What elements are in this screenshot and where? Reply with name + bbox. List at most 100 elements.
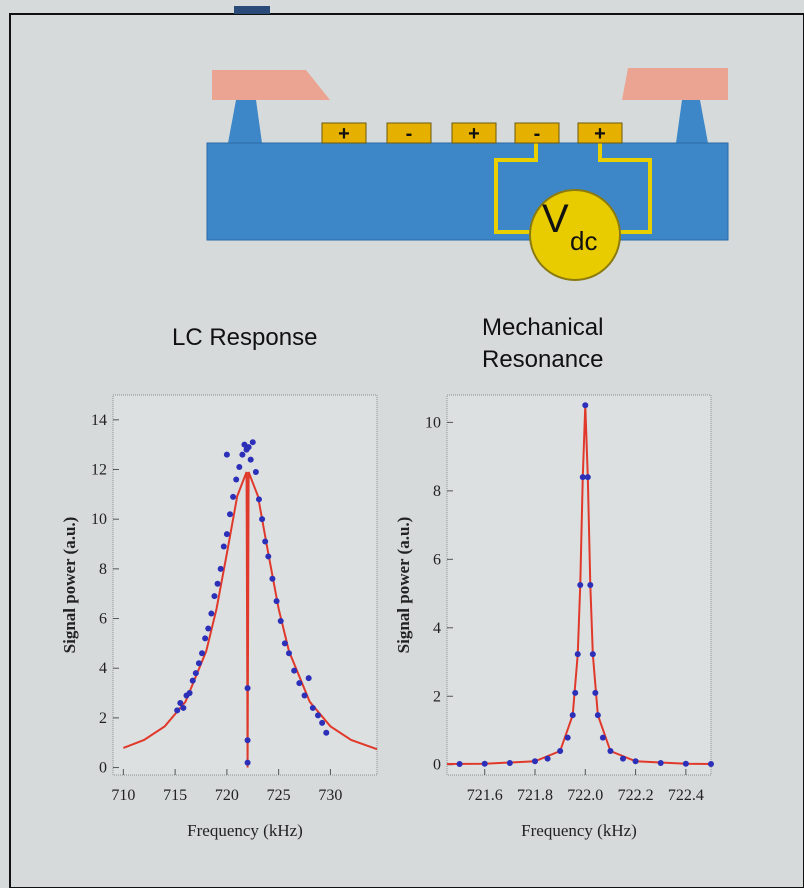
data-point — [215, 581, 221, 587]
data-point — [590, 651, 596, 657]
data-point — [683, 761, 689, 767]
data-point — [196, 660, 202, 666]
data-point — [269, 576, 275, 582]
electrode-sign: - — [534, 123, 541, 145]
data-point — [253, 469, 259, 475]
data-point — [193, 670, 199, 676]
data-point — [259, 516, 265, 522]
data-point — [306, 675, 312, 681]
data-point — [507, 760, 513, 766]
data-point — [180, 705, 186, 711]
data-point — [230, 494, 236, 500]
data-point — [211, 593, 217, 599]
data-point — [482, 761, 488, 767]
y-tick-label: 4 — [99, 660, 107, 677]
data-point — [557, 748, 563, 754]
chart-title: Mechanical Resonance — [482, 312, 652, 376]
electrode-sign: - — [406, 123, 413, 145]
x-tick-label: 720 — [215, 787, 239, 804]
y-tick-label: 14 — [91, 412, 107, 429]
y-tick-label: 0 — [99, 760, 107, 777]
data-point — [457, 761, 463, 767]
x-axis-label: Frequency (kHz) — [521, 821, 637, 840]
data-point — [274, 598, 280, 604]
data-point — [199, 650, 205, 656]
data-point — [582, 402, 588, 408]
data-point — [245, 685, 251, 691]
data-point — [224, 531, 230, 537]
y-tick-label: 2 — [433, 688, 441, 705]
x-tick-label: 730 — [318, 787, 342, 804]
source-subscript: dc — [570, 226, 597, 256]
y-tick-label: 6 — [433, 551, 441, 568]
data-point — [256, 496, 262, 502]
data-point — [302, 693, 308, 699]
data-point — [607, 748, 613, 754]
data-point — [565, 735, 571, 741]
x-tick-label: 715 — [163, 787, 187, 804]
y-tick-label: 8 — [433, 483, 441, 500]
data-point — [245, 760, 251, 766]
x-tick-label: 722.0 — [567, 787, 603, 804]
data-point — [532, 758, 538, 764]
data-point — [233, 476, 239, 482]
data-point — [587, 582, 593, 588]
electrode-sign: + — [338, 123, 350, 145]
x-tick-label: 722.2 — [618, 787, 654, 804]
y-tick-label: 12 — [91, 462, 107, 479]
y-tick-label: 2 — [99, 710, 107, 727]
data-point — [585, 474, 591, 480]
data-point — [323, 730, 329, 736]
y-tick-label: 10 — [91, 511, 107, 528]
x-tick-label: 722.4 — [668, 787, 704, 804]
y-tick-label: 4 — [433, 620, 441, 637]
data-point — [224, 452, 230, 458]
data-point — [658, 760, 664, 766]
y-tick-label: 6 — [99, 611, 107, 628]
y-axis-label: Signal power (a.u.) — [60, 517, 79, 654]
data-point — [248, 457, 254, 463]
data-point — [572, 690, 578, 696]
data-point — [620, 756, 626, 762]
electrode-sign: + — [594, 123, 606, 145]
data-point — [218, 566, 224, 572]
y-tick-label: 0 — [433, 757, 441, 774]
top-tab — [234, 6, 270, 14]
data-point — [265, 553, 271, 559]
data-point — [246, 444, 252, 450]
data-point — [208, 611, 214, 617]
data-point — [174, 707, 180, 713]
data-point — [291, 668, 297, 674]
data-point — [239, 452, 245, 458]
x-tick-label: 725 — [267, 787, 291, 804]
data-point — [236, 464, 242, 470]
data-point — [592, 690, 598, 696]
data-point — [282, 640, 288, 646]
data-point — [315, 712, 321, 718]
chart-title: LC Response — [172, 322, 322, 354]
data-point — [187, 690, 193, 696]
x-axis-label: Frequency (kHz) — [187, 821, 303, 840]
data-point — [278, 618, 284, 624]
slide-canvas: V dc +-+-+71071572072573002468101214Freq… — [0, 0, 804, 888]
data-point — [708, 761, 714, 767]
y-tick-label: 10 — [425, 414, 441, 431]
data-point — [600, 735, 606, 741]
data-point — [245, 737, 251, 743]
electrode-sign: + — [468, 123, 480, 145]
slide: V dc +-+-+71071572072573002468101214Freq… — [0, 0, 804, 888]
data-point — [221, 544, 227, 550]
data-point — [286, 650, 292, 656]
x-tick-label: 721.8 — [517, 787, 553, 804]
x-tick-label: 721.6 — [467, 787, 503, 804]
y-tick-label: 8 — [99, 561, 107, 578]
y-axis-label: Signal power (a.u.) — [394, 517, 413, 654]
data-point — [296, 680, 302, 686]
source-label: V — [542, 197, 569, 241]
data-point — [202, 635, 208, 641]
data-point — [250, 439, 256, 445]
data-point — [633, 758, 639, 764]
data-point — [227, 511, 233, 517]
data-point — [319, 720, 325, 726]
data-point — [595, 712, 601, 718]
